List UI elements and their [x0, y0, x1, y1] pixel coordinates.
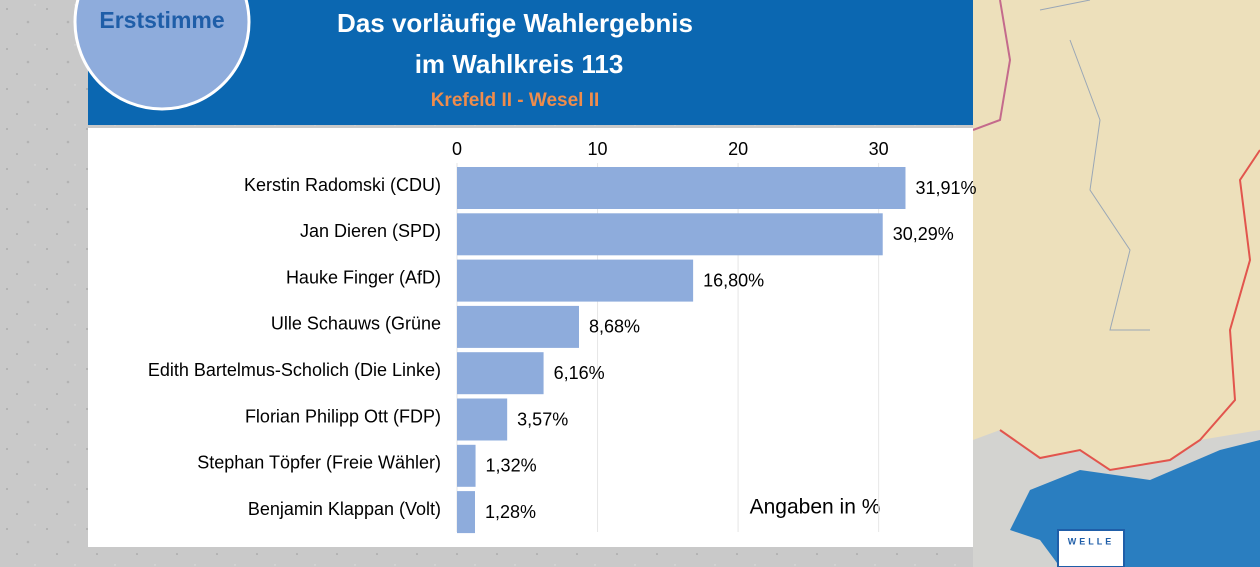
- y-tick-label: Edith Bartelmus-Scholich (Die Linke): [148, 360, 441, 380]
- y-tick-label: Kerstin Radomski (CDU): [244, 175, 441, 195]
- bar: [457, 491, 475, 534]
- chart-title-line2: im Wahlkreis 113: [415, 49, 624, 79]
- x-tick-label: 10: [588, 139, 608, 159]
- value-label: 8,68%: [589, 317, 640, 337]
- bar: [457, 259, 694, 302]
- y-tick-label: Benjamin Klappan (Volt): [248, 499, 441, 519]
- bar: [457, 213, 883, 256]
- value-label: 1,28%: [485, 502, 536, 522]
- x-tick-label: 20: [728, 139, 748, 159]
- map: WELLE: [972, 0, 1260, 567]
- bar: [457, 444, 476, 487]
- value-label: 16,80%: [703, 270, 764, 290]
- x-tick-label: 0: [452, 139, 462, 159]
- y-tick-label: Hauke Finger (AfD): [286, 267, 441, 287]
- annotation: Angaben in %: [750, 496, 881, 519]
- y-tick-label: Ulle Schauws (Grüne: [271, 314, 441, 334]
- y-tick-label: Stephan Töpfer (Freie Wähler): [197, 453, 441, 473]
- value-label: 31,91%: [915, 178, 976, 198]
- value-label: 1,32%: [486, 456, 537, 476]
- value-label: 6,16%: [554, 363, 605, 383]
- y-tick-label: Florian Philipp Ott (FDP): [245, 406, 441, 426]
- bar: [457, 305, 579, 348]
- bar: [457, 167, 906, 209]
- x-tick-label: 30: [869, 139, 889, 159]
- bar: [457, 352, 544, 395]
- bar: [457, 398, 508, 441]
- chart-title: Das vorläufige Wahlergebnis: [337, 8, 693, 38]
- y-tick-label: Jan Dieren (SPD): [300, 221, 441, 241]
- logo-text: WELLE: [1068, 536, 1115, 546]
- chart-subtitle: Krefeld II - Wesel II: [431, 90, 600, 111]
- value-label: 3,57%: [517, 409, 568, 429]
- badge-text: Erststimme: [99, 7, 224, 33]
- value-label: 30,29%: [893, 224, 954, 244]
- badge: [73, 0, 251, 111]
